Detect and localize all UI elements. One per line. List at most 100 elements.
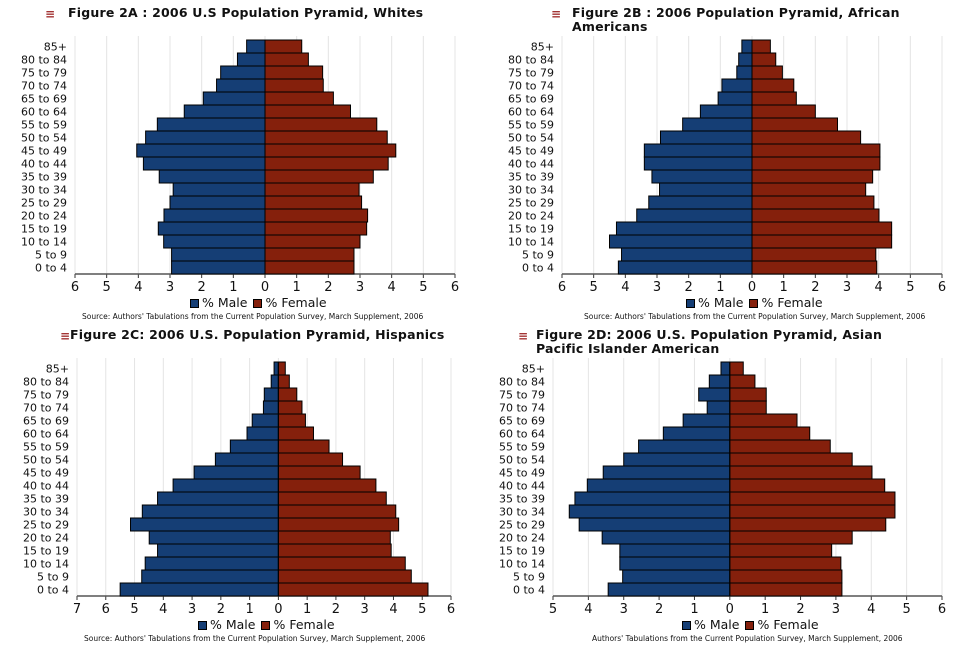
x-tick-label: 5	[549, 602, 557, 617]
category-label: 10 to 14	[508, 236, 554, 249]
category-label: 20 to 24	[508, 210, 554, 223]
bar-male	[586, 478, 731, 493]
legend-label: % Male	[210, 617, 256, 632]
x-tick-label: 3	[653, 280, 661, 295]
category-label: 20 to 24	[499, 532, 545, 545]
legend-swatch-male	[686, 298, 695, 308]
x-tick-label: 3	[361, 602, 369, 617]
category-label: 75 to 79	[508, 67, 554, 80]
category-label: 55 to 59	[21, 119, 67, 132]
category-label: 65 to 69	[508, 93, 554, 106]
x-tick-label: 5	[906, 280, 914, 295]
category-label: 35 to 39	[23, 493, 69, 506]
x-tick-label: 5	[902, 602, 910, 617]
category-label: 30 to 34	[21, 184, 67, 197]
x-tick-label: 4	[389, 602, 397, 617]
bar-female	[729, 361, 744, 376]
category-label: 30 to 34	[23, 506, 69, 519]
category-label: 40 to 44	[21, 158, 67, 171]
x-tick-label: 1	[716, 280, 724, 295]
category-label: 70 to 74	[21, 80, 67, 93]
category-label: 80 to 84	[21, 54, 67, 67]
x-tick-label: 3	[188, 602, 196, 617]
x-tick-label: 5	[419, 280, 427, 295]
category-label: 35 to 39	[499, 493, 545, 506]
category-label: 50 to 54	[21, 132, 67, 145]
x-tick-label: 2	[811, 280, 819, 295]
legend-swatch-female	[749, 298, 759, 308]
x-tick-label: 6	[451, 280, 459, 295]
category-label: 25 to 29	[21, 197, 67, 210]
x-tick-label: 0	[726, 602, 734, 617]
bar-male	[623, 452, 731, 467]
bar-female	[729, 478, 886, 493]
x-tick-label: 6	[558, 280, 566, 295]
x-tick-label: 0	[274, 602, 282, 617]
x-tick-label: 7	[73, 602, 81, 617]
category-label: 35 to 39	[21, 171, 67, 184]
legend-label: % Female	[265, 295, 327, 310]
legend-swatch-female	[261, 620, 271, 630]
x-tick-label: 4	[621, 280, 629, 295]
chart-title: Figure 2C: 2006 U.S. Population Pyramid,…	[70, 327, 445, 342]
menu-lines-icon: ≡	[551, 7, 562, 21]
bar-female	[729, 491, 896, 506]
category-label: 50 to 54	[499, 454, 545, 467]
category-label: 60 to 64	[499, 428, 545, 441]
bar-female	[729, 413, 798, 428]
bar-female	[729, 439, 831, 454]
legend-label: % Male	[694, 617, 740, 632]
category-label: 85+	[522, 363, 545, 376]
bar-female	[729, 426, 811, 441]
bar-female	[729, 530, 853, 545]
bar-male	[568, 504, 731, 519]
category-label: 75 to 79	[23, 389, 69, 402]
bar-male	[602, 465, 731, 480]
category-label: 85+	[46, 363, 69, 376]
bar-male	[619, 543, 731, 558]
category-label: 40 to 44	[23, 480, 69, 493]
chart-title: Figure 2D: 2006 U.S. Population Pyramid,…	[536, 327, 883, 356]
category-label: 40 to 44	[499, 480, 545, 493]
bar-male	[601, 530, 731, 545]
x-tick-label: 3	[620, 602, 628, 617]
x-tick-label: 4	[159, 602, 167, 617]
chart-title: Figure 2B : 2006 Population Pyramid, Afr…	[572, 5, 900, 34]
bar-male	[698, 387, 731, 402]
bar-female	[729, 543, 833, 558]
category-label: 10 to 14	[21, 236, 67, 249]
category-label: 55 to 59	[499, 441, 545, 454]
x-tick-label: 0	[748, 280, 756, 295]
category-label: 15 to 19	[508, 223, 554, 236]
category-label: 65 to 69	[499, 415, 545, 428]
category-label: 25 to 29	[499, 519, 545, 532]
x-tick-label: 1	[245, 602, 253, 617]
category-label: 25 to 29	[23, 519, 69, 532]
legend-swatch-male	[190, 298, 199, 308]
chart-title: Figure 2A : 2006 U.S Population Pyramid,…	[68, 5, 424, 20]
x-tick-label: 1	[229, 280, 237, 295]
x-tick-label: 4	[584, 602, 592, 617]
category-label: 80 to 84	[508, 54, 554, 67]
category-label: 0 to 4	[35, 262, 67, 275]
bar-female	[729, 504, 896, 519]
x-tick-label: 5	[590, 280, 598, 295]
x-tick-label: 2	[655, 602, 663, 617]
bar-female	[729, 452, 853, 467]
x-tick-label: 6	[102, 602, 110, 617]
category-label: 65 to 69	[23, 415, 69, 428]
category-label: 55 to 59	[508, 119, 554, 132]
x-tick-label: 3	[832, 602, 840, 617]
legend: % Male % Female	[686, 296, 826, 310]
bar-male	[619, 556, 731, 571]
source-note: Source: Authors' Tabulations from the Cu…	[82, 312, 424, 321]
category-label: 75 to 79	[499, 389, 545, 402]
category-label: 5 to 9	[522, 249, 554, 262]
x-tick-label: 4	[134, 280, 142, 295]
category-label: 70 to 74	[499, 402, 545, 415]
bar-male	[578, 517, 731, 532]
x-tick-label: 3	[166, 280, 174, 295]
category-label: 5 to 9	[37, 571, 69, 584]
category-label: 10 to 14	[499, 558, 545, 571]
x-tick-label: 6	[938, 602, 946, 617]
